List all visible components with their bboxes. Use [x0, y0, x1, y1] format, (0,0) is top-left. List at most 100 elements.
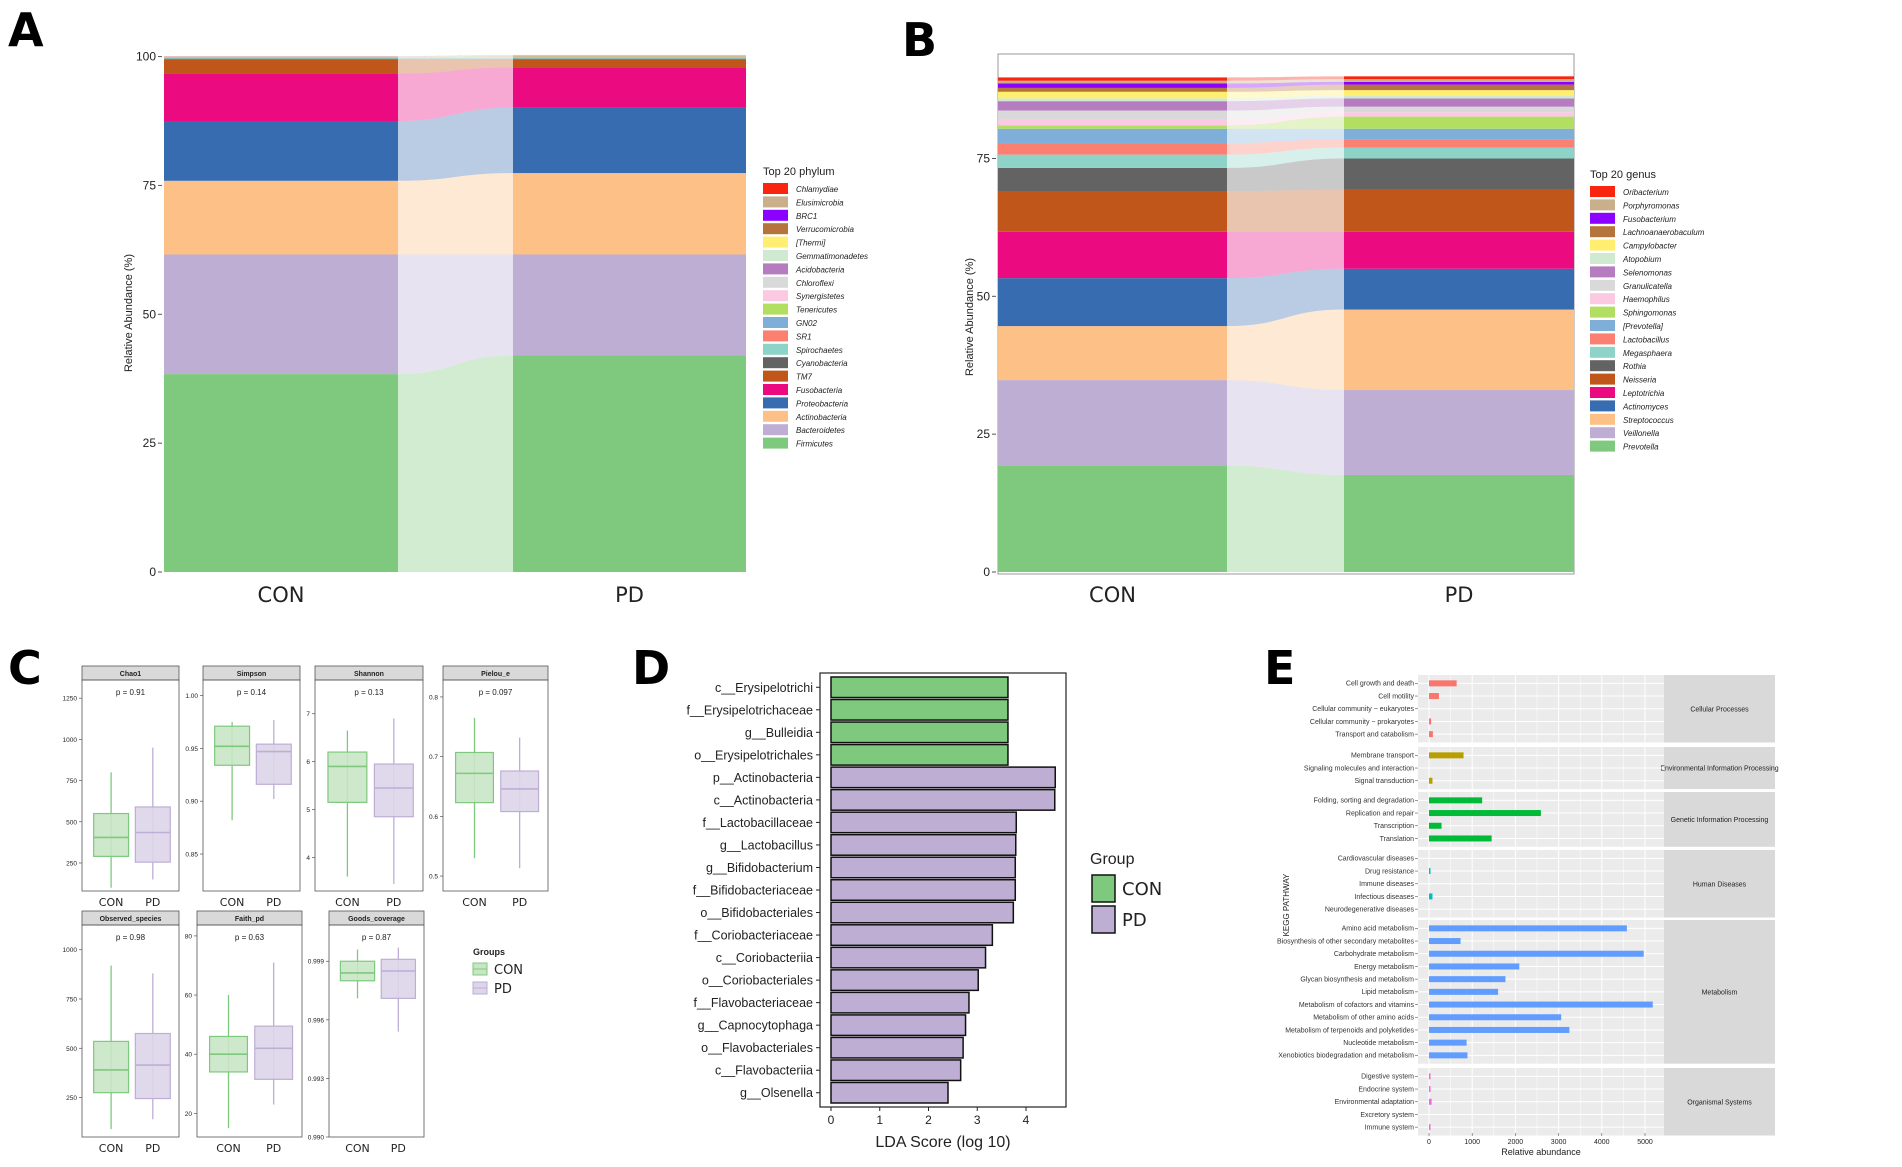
- legend-label: BRC1: [796, 212, 817, 221]
- legend-swatch: [763, 263, 788, 275]
- panel-letter-c: C: [8, 641, 42, 695]
- legend-swatch: [1590, 387, 1615, 398]
- bar-segment-pd: [513, 67, 746, 108]
- y-tick-label: 60: [185, 993, 193, 1000]
- y-tick-label: 1.00: [185, 693, 198, 700]
- y-tick-label: 0.990: [308, 1135, 325, 1142]
- bar-segment-pd: [1344, 81, 1574, 85]
- x-tick-label: PD: [266, 896, 281, 909]
- legend-label: Spirochaetes: [796, 346, 843, 355]
- facet-simpson: Simpson p = 0.14 0.85 0.90 0.95 1.00 CON PD: [185, 665, 301, 909]
- x-tick-label: PD: [386, 896, 401, 909]
- bar-segment-pd: [513, 55, 746, 57]
- facet-organismal-systems: Organismal Systems Digestive system Endocr…: [1335, 1068, 1775, 1136]
- pathway-bar: [1429, 693, 1439, 700]
- legend-swatch: [763, 437, 788, 449]
- ribbon-lachnoanaerobaculum: [1227, 84, 1344, 92]
- pathway-bar: [1429, 950, 1644, 957]
- y-tick-label: 4: [306, 855, 310, 862]
- lda-bar: [830, 991, 970, 1014]
- bar-segment-con: [998, 128, 1227, 144]
- legend-swatch: [763, 410, 788, 422]
- category-label: c__Flavobacteriia: [715, 1064, 813, 1078]
- x-tick-label: CON: [462, 896, 487, 909]
- y-tick-label: 0: [983, 565, 990, 579]
- bar-segment-con: [998, 167, 1227, 192]
- bar-segment-pd: [1344, 158, 1574, 190]
- bar-segment-con: [998, 80, 1227, 84]
- facet-title: Chao1: [120, 671, 142, 678]
- pathway-bar: [1429, 835, 1492, 842]
- lda-bar: [830, 788, 1056, 811]
- category-label: g__Bulleidia: [745, 726, 813, 740]
- legend-label: Lactobacillus: [1623, 335, 1669, 344]
- ribbon-verrucomicrobia: [398, 55, 513, 57]
- ribbon-tm7: [398, 59, 513, 74]
- pathway-label: Cell growth and death: [1346, 681, 1414, 688]
- legend-swatch: [1590, 266, 1615, 278]
- ribbon-tenericutes: [398, 55, 513, 58]
- category-label: o__Bifidobacteriales: [700, 906, 813, 920]
- ribbon-porphyromonas: [1227, 79, 1344, 84]
- y-axis-title: Relative Abundance (%): [964, 258, 976, 376]
- ribbon-granulicatella: [1227, 106, 1344, 120]
- pathway-label: Glycan biosynthesis and metabolism: [1300, 976, 1414, 983]
- facet-faith-pd: Faith_pdp = 0.63 20 40 60 80 CON PD: [185, 910, 303, 1155]
- legend-label: Elusimicrobia: [796, 198, 844, 207]
- legend-swatch: [1590, 360, 1615, 372]
- lda-bar: [830, 698, 1009, 721]
- pathway-label: Excretory system: [1360, 1112, 1414, 1119]
- lda-bar: [830, 721, 1009, 744]
- legend-label: Chlamydiae: [796, 185, 839, 194]
- box-pd: [134, 806, 171, 863]
- facet-title: Human Diseases: [1693, 881, 1747, 888]
- category-label: g__Capnocytophaga: [698, 1019, 813, 1033]
- pathway-label: Amino acid metabolism: [1342, 926, 1415, 933]
- legend-label: CON: [1122, 879, 1162, 900]
- legend-label: Granulicatella: [1623, 282, 1672, 291]
- bar-segment-con: [998, 83, 1227, 88]
- x-axis-title: LDA Score (log 10): [875, 1134, 1010, 1151]
- p-value-label: p = 0.87: [362, 933, 392, 942]
- ribbon-proteobacteria: [398, 107, 513, 181]
- x-tick-label: CON: [335, 896, 360, 909]
- pathway-label: Energy metabolism: [1354, 964, 1414, 971]
- facet-shannon: Shannon p = 0.13 4 5 6 7 CON PD: [306, 665, 424, 909]
- x-tick-label: CON: [99, 1142, 124, 1155]
- legend-swatch: [1590, 239, 1615, 251]
- ribbon-veillonella: [1227, 380, 1344, 475]
- pathway-label: Immune diseases: [1359, 881, 1414, 888]
- ribbon-bacteroidetes: [398, 254, 513, 375]
- legend-swatch: [1590, 306, 1615, 318]
- bar-segment-pd: [1344, 116, 1574, 129]
- legend-label: GN02: [796, 319, 817, 328]
- pathway-label: Folding, sorting and degradation: [1314, 798, 1415, 805]
- facet-strip: [1664, 675, 1775, 743]
- pathway-label: Lipid metabolism: [1361, 989, 1414, 996]
- bar-segment-pd: [1344, 76, 1574, 80]
- bar-segment-con: [998, 98, 1227, 102]
- bar-segment-pd: [1344, 474, 1574, 572]
- bar-segment-con: [998, 154, 1227, 168]
- legend-title: Top 20 genus: [1590, 169, 1657, 181]
- ribbon-chlamydiae: [398, 54, 513, 57]
- pathway-label: Membrane transport: [1351, 753, 1414, 760]
- pathway-bar: [1429, 1124, 1431, 1131]
- legend-swatch: [1590, 400, 1615, 412]
- bar-segment-con: [998, 91, 1227, 99]
- bar-segment-con: [164, 73, 398, 122]
- box-pd: [500, 770, 540, 813]
- legend-title: Top 20 phylum: [763, 166, 835, 178]
- bar-segment-pd: [1344, 128, 1574, 140]
- category-label: g__Lactobacillus: [720, 838, 813, 852]
- legend-label: Campylobacter: [1623, 242, 1677, 251]
- legend-label: Oribacterium: [1623, 188, 1669, 197]
- pathway-label: Environmental adaptation: [1335, 1099, 1414, 1106]
- y-tick-label: 500: [66, 1046, 77, 1053]
- pathway-bar: [1429, 1086, 1431, 1093]
- ribbon-prevotella: [1227, 128, 1344, 144]
- facet-strip: [1664, 920, 1775, 1064]
- pathway-label: Translation: [1380, 836, 1414, 843]
- panel-letter-a: A: [8, 3, 44, 57]
